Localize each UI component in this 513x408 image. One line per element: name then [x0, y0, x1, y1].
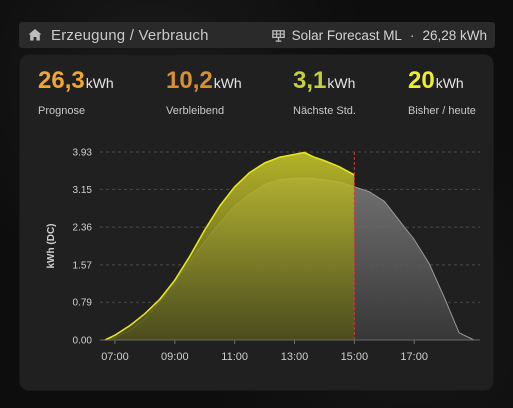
stat-unit: kWh: [435, 75, 464, 91]
stat-unit: kWh: [213, 75, 242, 91]
energy-card: 26,3kWh Prognose 10,2kWh Verbleibend 3,1…: [20, 55, 493, 390]
forecast-summary: Solar Forecast ML · 26,28 kWh: [271, 28, 487, 43]
x-tick-label: 13:00: [281, 351, 309, 363]
forecast-total: 26,28 kWh: [422, 27, 487, 43]
card-title: Erzeugung / Verbrauch: [51, 26, 209, 44]
stat-naechste-std: 3,1kWh Nächste Std.: [293, 67, 356, 117]
actual-area-yellow: [104, 152, 355, 340]
y-tick-label: 3.15: [73, 185, 93, 196]
stat-value: 26,3: [38, 67, 85, 94]
x-tick-label: 11:00: [221, 351, 248, 363]
stat-prognose: 26,3kWh Prognose: [38, 67, 114, 117]
home-icon: [28, 29, 42, 41]
stat-bisher-heute: 20kWh Bisher / heute: [408, 67, 476, 117]
stat-value: 3,1: [293, 67, 327, 94]
forecast-chart: 0.00 0.79 1.57 2.36 3.15 3.93 kWh (DC) 07:00 09:…: [46, 148, 480, 363]
stat-value: 20: [408, 67, 435, 94]
y-axis-label: kWh (DC): [46, 224, 57, 269]
x-tick-label: 07:00: [101, 351, 129, 363]
stat-label: Bisher / heute: [408, 105, 476, 117]
stat-label: Verbleibend: [166, 105, 225, 117]
stat-label: Nächste Std.: [293, 105, 356, 117]
x-tick-label: 09:00: [161, 351, 189, 363]
forecast-label: Solar Forecast ML: [291, 27, 402, 43]
stat-verbleibend: 10,2kWh Verbleibend: [166, 67, 242, 117]
y-tick-label: 0.79: [73, 298, 93, 309]
x-tick-label: 17:00: [400, 351, 428, 363]
y-tick-label: 3.93: [73, 148, 93, 159]
y-tick-label: 2.36: [73, 223, 93, 234]
stat-unit: kWh: [85, 75, 114, 91]
y-tick-label: 1.57: [73, 260, 93, 271]
x-tick-label: 15:00: [341, 351, 369, 363]
stat-label: Prognose: [38, 105, 86, 117]
y-tick-label: 0.00: [73, 336, 93, 347]
solar-panel-icon: [271, 29, 285, 42]
stat-unit: kWh: [327, 75, 356, 91]
separator: ·: [409, 27, 415, 43]
card-header: Erzeugung / Verbrauch Solar Forecast ML …: [19, 22, 495, 48]
stat-value: 10,2: [166, 67, 213, 94]
actual-line-yellow: [104, 151, 355, 341]
